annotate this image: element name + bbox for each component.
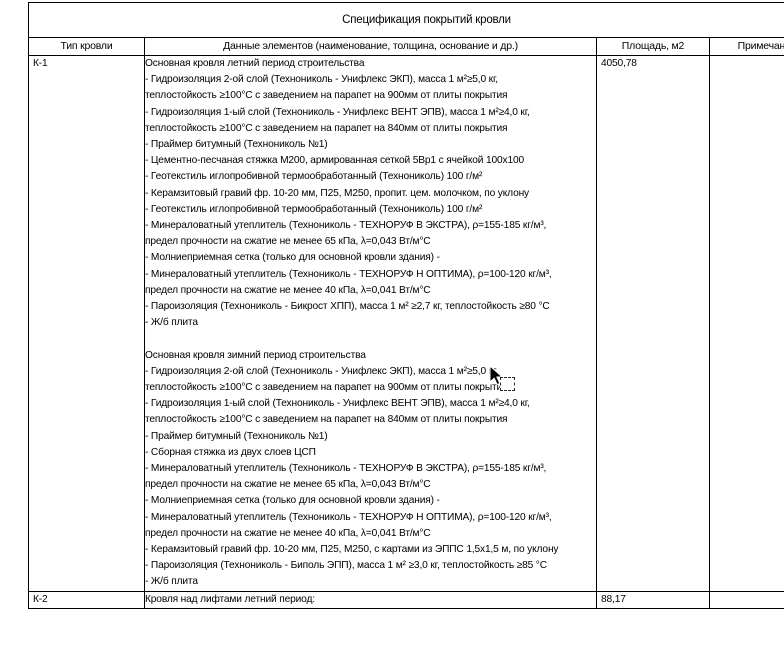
roof-note-cell bbox=[708, 590, 784, 609]
layer-line: предел прочности на сжатие не менее 65 к… bbox=[145, 236, 431, 248]
page-title: Спецификация покрытий кровли bbox=[27, 2, 784, 38]
layer-line: теплостойкость ≥100°С с заведением на па… bbox=[145, 122, 508, 134]
layer-line: - Керамзитовый гравий фр. 10-20 мм, П25,… bbox=[145, 544, 559, 556]
layer-line: - Геотекстиль иглопробивной термообработ… bbox=[145, 171, 483, 183]
layer-line: - Минераловатный утеплитель (Технониколь… bbox=[145, 511, 552, 523]
layer-group: Основная кровля летний период строительс… bbox=[145, 56, 596, 331]
roof-note-cell bbox=[708, 55, 784, 592]
roof-type-cell: К-2 bbox=[28, 590, 145, 609]
layer-group: Основная кровля зимний период строительс… bbox=[145, 348, 596, 591]
layer-line: - Цементно-песчаная стяжка М200, армиров… bbox=[145, 155, 525, 167]
roof-data-cell: Кровля над лифтами летний период: bbox=[144, 590, 597, 609]
layer-line: - Минераловатный утеплитель (Технониколь… bbox=[145, 463, 547, 475]
layer-line: предел прочности на сжатие не менее 40 к… bbox=[145, 284, 431, 296]
layer-line: - Керамзитовый гравий фр. 10-20 мм, П25,… bbox=[145, 187, 530, 199]
layer-line: - Ж/б плита bbox=[145, 317, 198, 329]
layer-line: - Гидроизоляция 2-ой слой (Технониколь -… bbox=[145, 74, 498, 86]
roof-area-cell: 4050,78 bbox=[596, 55, 710, 592]
roof-spec-table: Спецификация покрытий кровли Тип кровли … bbox=[27, 2, 784, 609]
layer-line: - Геотекстиль иглопробивной термообработ… bbox=[145, 203, 483, 215]
roof-area-cell: 88,17 bbox=[596, 590, 710, 609]
layer-line: - Минераловатный утеплитель (Технониколь… bbox=[145, 268, 552, 280]
group-heading: Основная кровля летний период строительс… bbox=[145, 58, 365, 69]
table-row: К-1 Основная кровля летний период строит… bbox=[28, 55, 784, 592]
column-header-type: Тип кровли bbox=[28, 37, 145, 56]
column-header-area: Площадь, м2 bbox=[596, 37, 710, 56]
spacer-line bbox=[145, 331, 596, 347]
layer-line: - Праймер битумный (Технониколь №1) bbox=[145, 430, 328, 442]
layer-line: - Пароизоляция (Технониколь - Бикрост ХП… bbox=[145, 301, 550, 313]
column-header-note: Примечание bbox=[708, 37, 784, 56]
column-header-data: Данные элементов (наименование, толщина,… bbox=[144, 37, 597, 56]
group-heading: Основная кровля зимний период строительс… bbox=[145, 349, 366, 361]
layer-line: - Гидроизоляция 1-ый слой (Технониколь -… bbox=[145, 398, 530, 410]
layer-line: - Сборная стяжка из двух слоев ЦСП bbox=[145, 446, 316, 458]
group-heading: Кровля над лифтами летний период: bbox=[145, 593, 315, 605]
layer-line: предел прочности на сжатие не менее 40 к… bbox=[145, 527, 431, 539]
roof-type-cell: К-1 bbox=[28, 55, 145, 592]
layer-line: - Гидроизоляция 1-ый слой (Технониколь -… bbox=[145, 106, 530, 118]
layer-line: теплостойкость ≥100°С с заведением на па… bbox=[145, 414, 508, 426]
roof-data-cell: Основная кровля летний период строительс… bbox=[144, 55, 597, 592]
table-title-row: Спецификация покрытий кровли bbox=[27, 2, 784, 38]
layer-line: - Праймер битумный (Технониколь №1) bbox=[145, 139, 328, 151]
layer-line: - Ж/б плита bbox=[145, 576, 198, 588]
layer-line: - Пароизоляция (Технониколь - Биполь ЭПП… bbox=[145, 560, 547, 572]
table-header-row: Тип кровли Данные элементов (наименовани… bbox=[28, 37, 784, 56]
layer-line: предел прочности на сжатие не менее 65 к… bbox=[145, 479, 431, 491]
layer-line: теплостойкость ≥100°С с заведением на па… bbox=[145, 382, 508, 394]
layer-line: - Гидроизоляция 2-ой слой (Технониколь -… bbox=[145, 365, 498, 377]
table-row: К-2 Кровля над лифтами летний период: 88… bbox=[28, 590, 784, 609]
layer-line: - Молниеприемная сетка (только для основ… bbox=[145, 252, 440, 264]
layer-line: - Минераловатный утеплитель (Технониколь… bbox=[145, 220, 547, 232]
layer-line: - Молниеприемная сетка (только для основ… bbox=[145, 495, 440, 507]
layer-line: теплостойкость ≥100°С с заведением на па… bbox=[145, 90, 508, 102]
